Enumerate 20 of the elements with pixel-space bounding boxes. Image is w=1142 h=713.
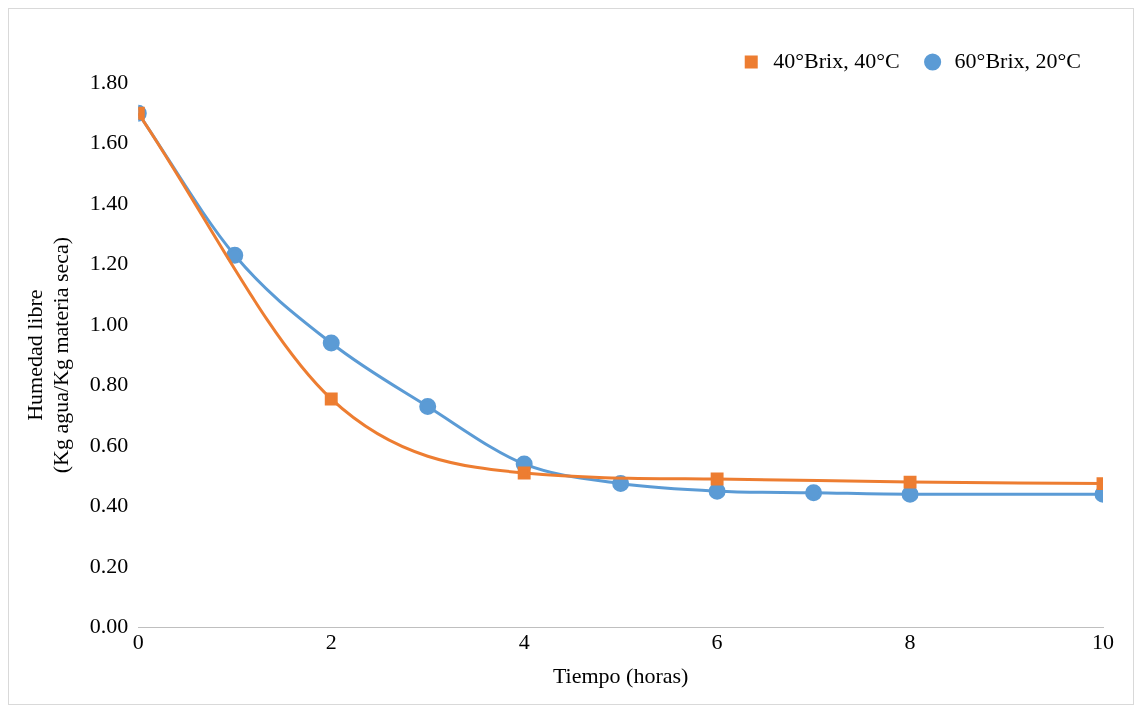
y-tick-label: 1.60 <box>89 129 129 155</box>
x-axis-title: Tiempo (horas) <box>552 662 689 688</box>
y-tick-label: 1.40 <box>89 189 129 215</box>
legend-label: 60°Brix, 20°C <box>954 47 1082 73</box>
y-tick-label: 0.20 <box>89 552 129 578</box>
x-tick-label: 6 <box>711 629 723 655</box>
legend-label: 40°Brix, 40°C <box>773 47 900 73</box>
y-axis-title: Humedad libre (Kg agua/Kg materia seca) <box>21 236 74 474</box>
x-tick-label: 4 <box>518 629 530 655</box>
x-tick-label: 0 <box>132 629 144 655</box>
y-tick-label: 1.00 <box>89 310 129 336</box>
y-tick-label: 0.00 <box>89 612 129 638</box>
x-tick-label: 8 <box>904 629 916 655</box>
x-tick-label: 10 <box>1092 629 1114 655</box>
y-tick-label: 0.40 <box>89 492 129 518</box>
y-tick-label: 0.60 <box>89 431 129 457</box>
y-tick-label: 1.80 <box>89 68 129 94</box>
x-tick-label: 2 <box>325 629 337 655</box>
y-tick-label: 1.20 <box>89 250 129 276</box>
y-tick-label: 0.80 <box>89 371 129 397</box>
